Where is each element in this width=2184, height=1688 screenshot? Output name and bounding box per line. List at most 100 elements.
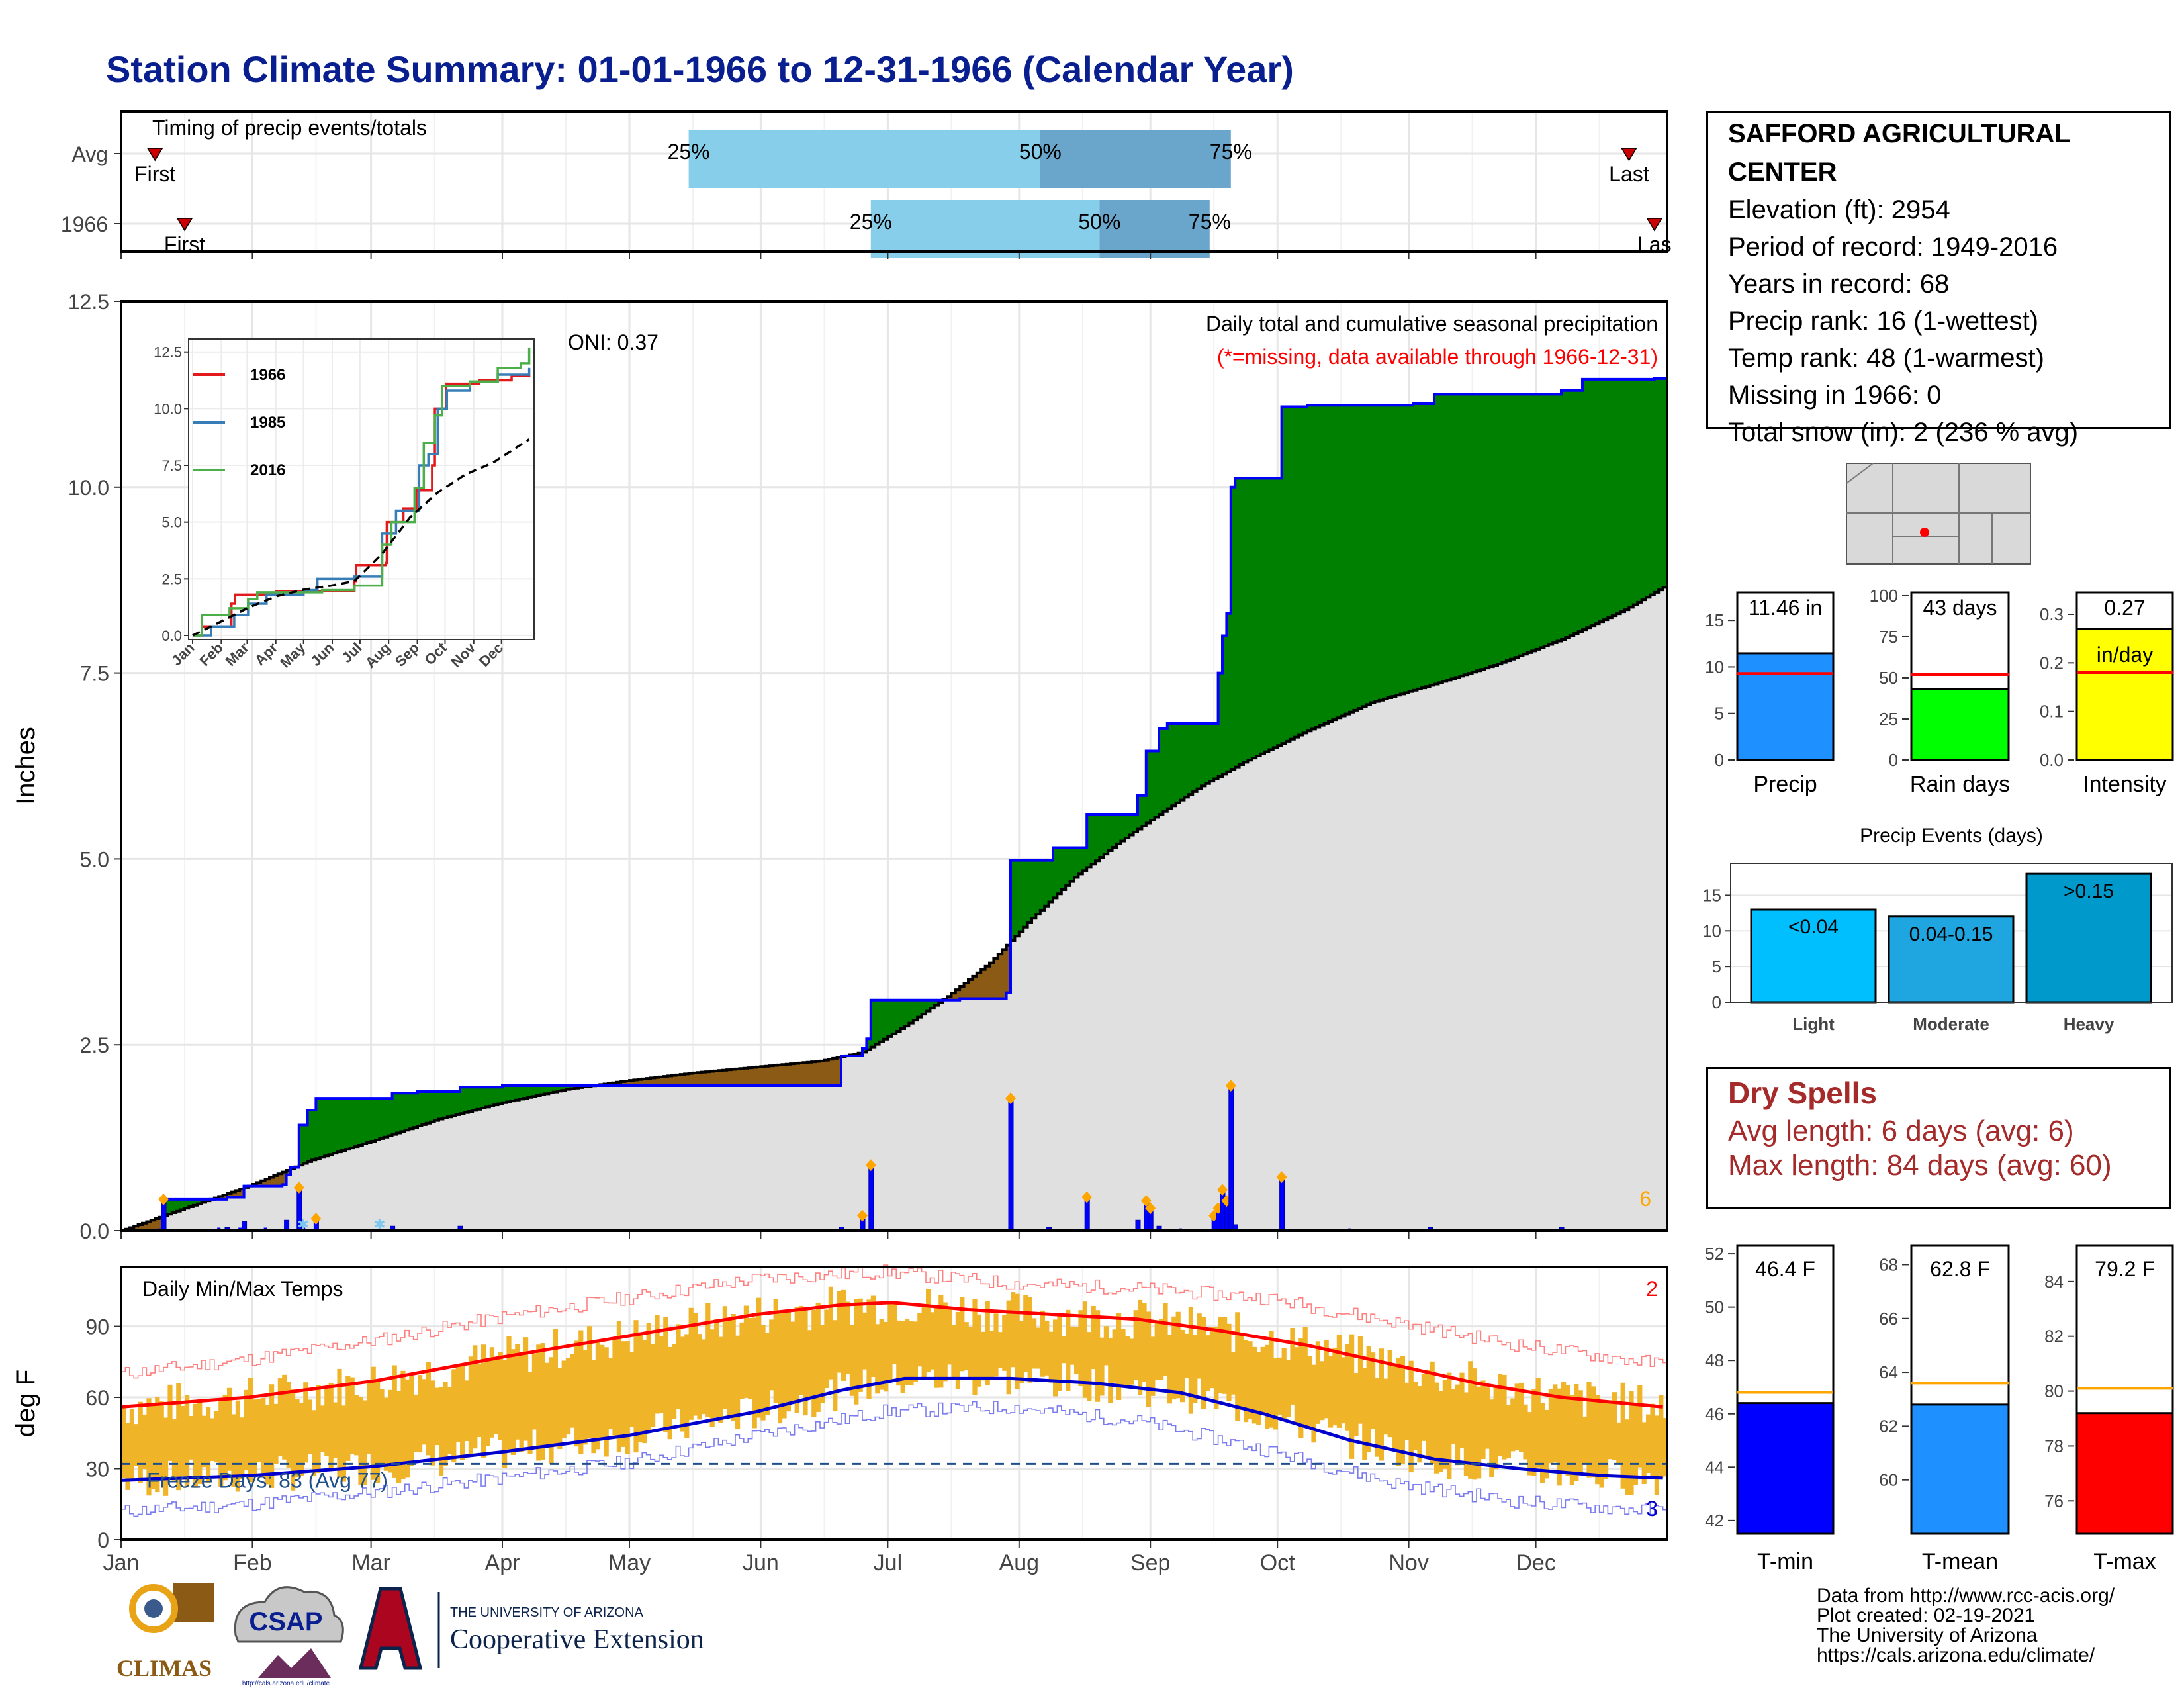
wetter-than-avg-segment [464,1087,469,1113]
daily-temp-range-bar [955,1311,960,1389]
daily-temp-range-bar [782,1313,787,1419]
wetter-than-avg-segment [307,1110,312,1162]
wetter-than-avg-segment [1124,814,1130,838]
daily-temp-range-bar [375,1381,381,1483]
daily-temp-range-bar [1133,1310,1138,1380]
drier-than-avg-segment [218,1196,224,1199]
wetter-than-avg-segment [337,1098,342,1152]
temp-bar-T-min [1736,1402,1835,1535]
daily-temp-range-bar [1315,1341,1320,1424]
inset-y-tick-label: 2.5 [161,571,182,587]
station-missing: Missing in 1966: 0 [1728,381,1942,410]
daily-temp-range-bar [235,1400,240,1492]
daily-temp-range-bar [1163,1303,1168,1376]
daily-temp-range-bar [1087,1332,1092,1401]
daily-temp-range-bar [760,1325,766,1421]
daily-temp-range-bar [244,1389,249,1471]
daily-temp-range-bar [1353,1373,1359,1436]
daily-temp-range-bar [464,1380,469,1442]
wetter-than-avg-segment [1061,847,1066,890]
wetter-than-avg-segment [1535,394,1541,649]
wetter-than-avg-segment [298,1125,304,1166]
wetter-than-avg-segment [1510,394,1516,659]
drier-than-avg-segment [769,1066,774,1086]
events-y-tick-label: 15 [1702,885,1721,905]
daily-temp-range-bar [870,1295,876,1378]
daily-temp-range-bar [1477,1386,1482,1479]
daily-temp-range-bar [256,1399,261,1462]
summary-y-tick-label: 50 [1879,668,1898,688]
wetter-than-avg-segment [1371,405,1375,703]
daily-temp-range-bar [1281,1348,1287,1419]
wetter-than-avg-segment [1188,723,1193,795]
wetter-than-avg-segment [383,1098,388,1137]
wetter-than-avg-segment [1477,394,1481,671]
station-elevation: Elevation (ft): 2954 [1728,195,1950,224]
drier-than-avg-segment [672,1075,676,1086]
wetter-than-avg-segment [1540,394,1545,648]
station-precip-rank: Precip rank: 16 (1-wettest) [1728,306,2039,336]
drier-than-avg-segment [684,1074,690,1086]
daily-temp-range-bar [1036,1327,1041,1369]
daily-temp-range-bar [582,1350,588,1445]
daily-temp-range-bar [1578,1390,1583,1472]
wetter-than-avg-segment [1116,814,1121,844]
wetter-than-avg-segment [1400,405,1405,694]
station-period: Period of record: 1949-2016 [1728,232,2058,261]
wetter-than-avg-segment [426,1091,431,1123]
wetter-than-avg-segment [1269,478,1274,750]
daily-precip-bar [1008,1098,1014,1231]
drier-than-avg-segment [815,1061,821,1086]
daily-precip-bar [868,1164,874,1231]
daily-temp-range-bar [1341,1357,1346,1424]
daily-temp-range-bar [1451,1389,1456,1444]
daily-temp-range-bar [345,1376,351,1461]
wetter-than-avg-segment [1396,405,1401,696]
daily-temp-range-bar [600,1344,605,1439]
cold-count: 3 [1646,1497,1658,1521]
wetter-than-avg-segment [917,1000,923,1017]
station-years: Years in record: 68 [1728,269,1950,299]
drier-than-avg-segment [764,1066,770,1086]
daily-temp-range-bar [362,1400,367,1485]
daily-temp-range-bar [900,1321,905,1393]
daily-temp-range-bar [1002,1314,1007,1371]
wetter-than-avg-segment [1311,405,1316,729]
drier-than-avg-segment [811,1062,817,1086]
daily-temp-range-bar [1019,1321,1024,1383]
inset-series-2016 [193,347,531,637]
daily-temp-range-bar [231,1414,236,1487]
daily-temp-range-bar [1006,1300,1011,1395]
wetter-than-avg-segment [396,1093,401,1133]
wetter-than-avg-segment [1095,814,1100,861]
wetter-than-avg-segment [1307,405,1312,731]
drier-than-avg-segment [997,954,1003,999]
wetter-than-avg-segment [866,1039,872,1050]
daily-temp-range-bar [786,1311,791,1412]
wetter-than-avg-segment [1150,751,1156,820]
daily-temp-range-bar [1480,1380,1486,1459]
daily-temp-range-bar [312,1410,317,1477]
temp-value-label: 46.4 F [1755,1257,1815,1281]
wetter-than-avg-segment [1074,847,1079,878]
wetter-than-avg-segment [1604,379,1608,620]
wetter-than-avg-segment [1091,814,1096,865]
x-tick-label: Aug [999,1550,1040,1575]
ua-big-text: Cooperative Extension [450,1624,704,1655]
wetter-than-avg-segment [481,1087,486,1109]
daily-temp-range-bar [651,1343,656,1427]
wetter-than-avg-segment [1078,847,1083,874]
daily-temp-range-bar [485,1360,490,1446]
daily-temp-range-bar [1124,1336,1130,1387]
wetter-than-avg-segment [1506,394,1511,661]
heavy-event-marker [857,1209,868,1222]
temp-x-label: T-min [1757,1549,1813,1574]
daily-temp-range-bar [909,1321,914,1385]
daily-temp-range-bar [769,1319,774,1391]
daily-temp-range-bar [701,1339,706,1415]
daily-temp-range-bar [1015,1293,1020,1389]
wetter-than-avg-segment [1273,478,1278,748]
wetter-than-avg-segment [909,1000,914,1023]
events-frame [1730,863,2173,1003]
daily-temp-range-bar [566,1358,571,1435]
